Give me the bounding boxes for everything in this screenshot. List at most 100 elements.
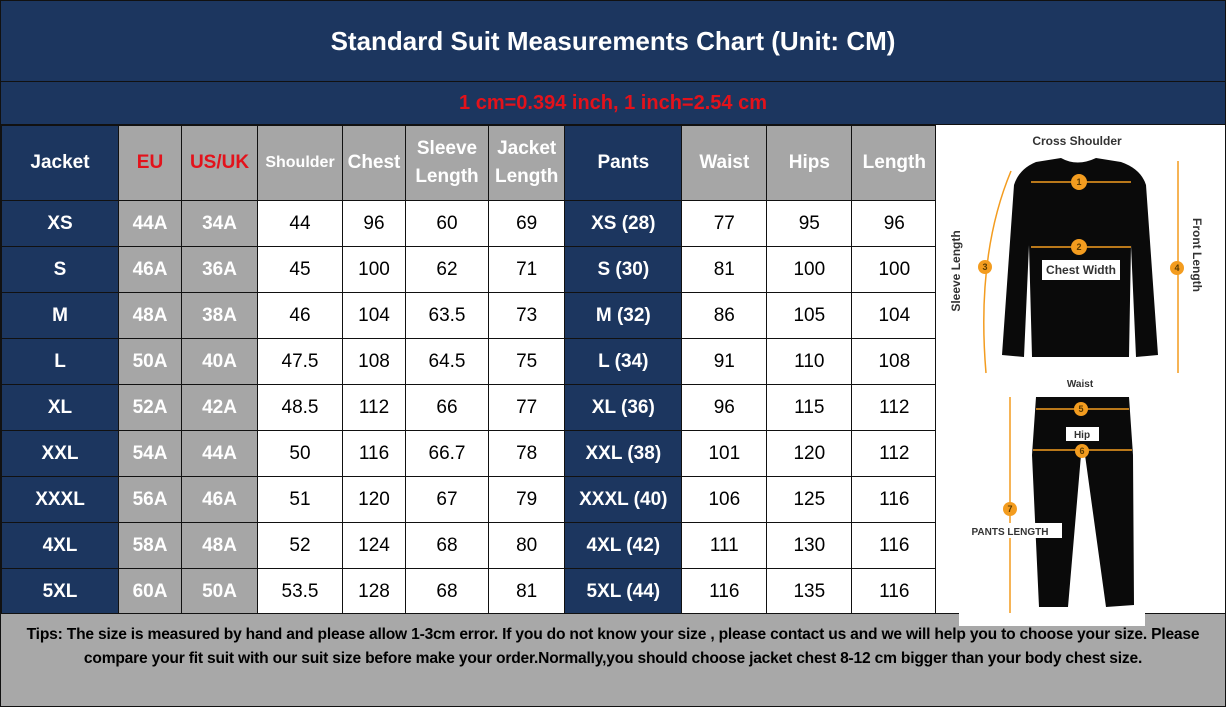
cell-jacket-length: 71 (487, 246, 566, 293)
header-row: Jacket EU US/UK Shoulder Chest Sleeve Length J… (1, 125, 938, 201)
cell-chest: 108 (342, 338, 406, 385)
header-us-uk: US/UK (181, 125, 258, 201)
cell-shoulder: 51 (257, 476, 343, 523)
cell-jacket-length: 73 (487, 292, 566, 339)
cell-length: 112 (851, 384, 938, 431)
cell-us-uk: 50A (181, 568, 258, 615)
cell-length: 116 (851, 522, 938, 569)
cell-waist: 111 (681, 522, 768, 569)
cell-length: 116 (851, 476, 938, 523)
table-row: XS 44A 34A 44 96 60 69 XS (28) 77 95 96 (1, 200, 938, 247)
cell-us-uk: 34A (181, 200, 258, 247)
cell-hips: 115 (766, 384, 853, 431)
cell-shoulder: 48.5 (257, 384, 343, 431)
marker-6: 6 (1079, 446, 1084, 456)
cell-chest: 128 (342, 568, 406, 615)
cell-length: 100 (851, 246, 938, 293)
header-shoulder: Shoulder (257, 125, 343, 201)
cell-chest: 112 (342, 384, 406, 431)
cell-us-uk: 40A (181, 338, 258, 385)
cell-eu: 56A (118, 476, 182, 523)
cell-sleeve-length: 67 (405, 476, 489, 523)
cell-jacket-length: 78 (487, 430, 566, 477)
cell-pants: 5XL (44) (564, 568, 683, 615)
cell-waist: 106 (681, 476, 768, 523)
cell-hips: 135 (766, 568, 853, 615)
header-chest: Chest (342, 125, 406, 201)
header-hips: Hips (766, 125, 853, 201)
cell-pants: L (34) (564, 338, 683, 385)
cell-jacket-length: 69 (487, 200, 566, 247)
cell-eu: 44A (118, 200, 182, 247)
cell-us-uk: 48A (181, 522, 258, 569)
cell-length: 108 (851, 338, 938, 385)
cell-sleeve-length: 64.5 (405, 338, 489, 385)
cell-pants: XXL (38) (564, 430, 683, 477)
cell-us-uk: 38A (181, 292, 258, 339)
cell-chest: 104 (342, 292, 406, 339)
cell-length: 96 (851, 200, 938, 247)
header-jacket-length: Jacket Length (487, 125, 566, 201)
cell-jacket: XXXL (1, 476, 119, 523)
measurement-diagram: 1 2 3 4 5 6 7 Cross Shoulder Chest Width… (935, 125, 1225, 619)
shirt-shape (1002, 158, 1158, 357)
marker-3: 3 (982, 262, 987, 272)
cell-sleeve-length: 68 (405, 522, 489, 569)
cell-eu: 48A (118, 292, 182, 339)
table-row: S 46A 36A 45 100 62 71 S (30) 81 100 100 (1, 246, 938, 293)
cell-pants: XXXL (40) (564, 476, 683, 523)
cell-eu: 60A (118, 568, 182, 615)
cell-waist: 101 (681, 430, 768, 477)
cell-us-uk: 46A (181, 476, 258, 523)
cell-eu: 52A (118, 384, 182, 431)
label-hip: Hip (1074, 430, 1090, 441)
cell-chest: 100 (342, 246, 406, 293)
cell-pants: M (32) (564, 292, 683, 339)
header-jacket: Jacket (1, 125, 119, 201)
cell-eu: 46A (118, 246, 182, 293)
cell-jacket: XL (1, 384, 119, 431)
unit-conversion: 1 cm=0.394 inch, 1 inch=2.54 cm (1, 82, 1225, 125)
cell-us-uk: 42A (181, 384, 258, 431)
cell-sleeve-length: 66 (405, 384, 489, 431)
header-sleeve-length: Sleeve Length (405, 125, 489, 201)
cell-shoulder: 50 (257, 430, 343, 477)
cell-sleeve-length: 68 (405, 568, 489, 615)
cell-hips: 110 (766, 338, 853, 385)
cell-length: 104 (851, 292, 938, 339)
cell-eu: 54A (118, 430, 182, 477)
cell-jacket-length: 75 (487, 338, 566, 385)
label-sleeve-length: Sleeve Length (949, 230, 963, 311)
cell-shoulder: 45 (257, 246, 343, 293)
cell-sleeve-length: 66.7 (405, 430, 489, 477)
cell-chest: 96 (342, 200, 406, 247)
cell-waist: 91 (681, 338, 768, 385)
cell-pants: S (30) (564, 246, 683, 293)
cell-jacket: S (1, 246, 119, 293)
cell-sleeve-length: 63.5 (405, 292, 489, 339)
cell-waist: 81 (681, 246, 768, 293)
cell-sleeve-length: 62 (405, 246, 489, 293)
cell-hips: 100 (766, 246, 853, 293)
header-length: Length (851, 125, 938, 201)
cell-us-uk: 44A (181, 430, 258, 477)
marker-4: 4 (1174, 263, 1179, 273)
cell-waist: 116 (681, 568, 768, 615)
label-pants-length: PANTS LENGTH (971, 527, 1048, 538)
cell-shoulder: 47.5 (257, 338, 343, 385)
chart-title: Standard Suit Measurements Chart (Unit: … (1, 1, 1225, 82)
table-row: M 48A 38A 46 104 63.5 73 M (32) 86 105 104 (1, 292, 938, 339)
cell-chest: 120 (342, 476, 406, 523)
cell-jacket-length: 79 (487, 476, 566, 523)
cell-chest: 116 (342, 430, 406, 477)
cell-shoulder: 46 (257, 292, 343, 339)
marker-2: 2 (1076, 242, 1081, 252)
cell-jacket: L (1, 338, 119, 385)
header-waist: Waist (681, 125, 768, 201)
cell-waist: 96 (681, 384, 768, 431)
cell-eu: 58A (118, 522, 182, 569)
header-pants: Pants (564, 125, 683, 201)
cell-jacket-length: 80 (487, 522, 566, 569)
table-row: L 50A 40A 47.5 108 64.5 75 L (34) 91 110 108 (1, 338, 938, 385)
